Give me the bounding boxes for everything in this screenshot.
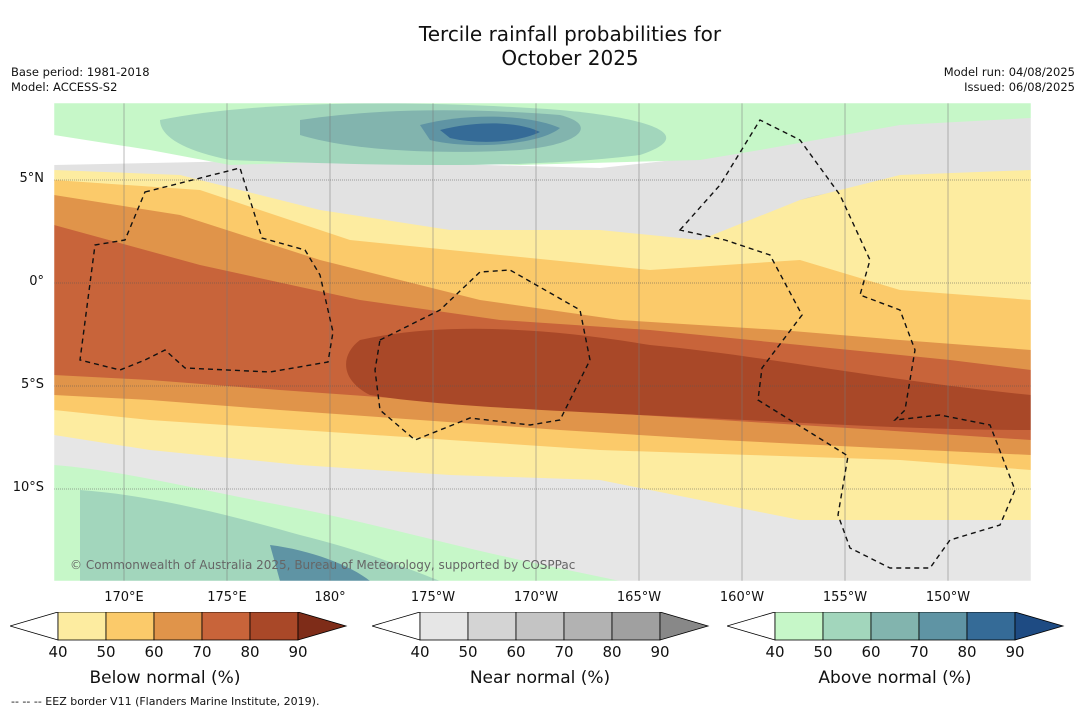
colorbar-segment <box>563 612 613 641</box>
colorbar-segment <box>966 612 1016 641</box>
colorbar-tick-label: 50 <box>813 643 833 661</box>
colorbar-tick-label: 90 <box>1005 643 1025 661</box>
colorbar-max-triangle <box>1014 612 1065 641</box>
title-line-1: Tercile rainfall probabilities for <box>418 22 722 46</box>
colorbar-tick-label: 80 <box>240 643 260 661</box>
lon-label: 180° <box>314 590 346 605</box>
colorbar-segment <box>153 612 203 641</box>
colorbar-tick-label: 70 <box>554 643 574 661</box>
colorbar-tick-label: 40 <box>48 643 68 661</box>
colorbar-segment <box>822 612 872 641</box>
meta-right: Model run: 04/08/2025 Issued: 06/08/2025 <box>944 65 1075 95</box>
colorbar-min-triangle <box>372 612 421 641</box>
colorbar-tick-label: 80 <box>602 643 622 661</box>
colorbar-tick-label: 90 <box>650 643 670 661</box>
colorbar-max-triangle <box>297 612 348 641</box>
colorbar-segment <box>467 612 517 641</box>
colorbar-max-triangle <box>659 612 710 641</box>
lon-label: 170°E <box>104 590 144 605</box>
lon-label: 160°W <box>719 590 765 605</box>
colorbar-below-normal <box>10 612 348 641</box>
colorbar-tick-label: 50 <box>458 643 478 661</box>
colorbar-tick-label: 70 <box>909 643 929 661</box>
colorbar-segment <box>611 612 661 641</box>
lat-label-5s: 5°S <box>20 377 44 392</box>
colorbar-min-triangle <box>10 612 59 641</box>
lon-label: 155°W <box>822 590 868 605</box>
colorbar-min-triangle <box>727 612 776 641</box>
colorbar-above-normal <box>727 612 1065 641</box>
colorbar-segment <box>918 612 968 641</box>
colorbar-tick-label: 80 <box>957 643 977 661</box>
lon-label: 150°W <box>925 590 971 605</box>
base-period: Base period: 1981-2018 <box>11 65 150 79</box>
colorbar-segment <box>419 612 469 641</box>
colorbar-segment <box>774 612 824 641</box>
lon-label: 175°W <box>410 590 456 605</box>
colorbar-segment <box>249 612 299 641</box>
copyright-note: © Commonwealth of Australia 2025, Bureau… <box>70 558 576 572</box>
colorbar-segment <box>201 612 251 641</box>
lon-label: 175°E <box>207 590 247 605</box>
colorbar-segment <box>57 612 107 641</box>
colorbar-label-above: Above normal (%) <box>818 668 972 688</box>
colorbar-near-normal <box>372 612 710 641</box>
colorbar-tick-label: 60 <box>506 643 526 661</box>
colorbar-tick-label: 40 <box>410 643 430 661</box>
colorbar-tick-label: 90 <box>288 643 308 661</box>
lat-label-10s: 10°S <box>12 480 44 495</box>
lon-label: 165°W <box>616 590 662 605</box>
model-name: Model: ACCESS-S2 <box>11 80 118 94</box>
colorbar-segment <box>105 612 155 641</box>
colorbar-tick-label: 60 <box>144 643 164 661</box>
lat-label-5n: 5°N <box>19 171 45 186</box>
model-run: Model run: 04/08/2025 <box>943 65 1075 79</box>
colorbar-tick-label: 60 <box>861 643 881 661</box>
meta-left: Base period: 1981-2018 Model: ACCESS-S2 <box>11 65 150 95</box>
colorbar-tick-label: 70 <box>192 643 212 661</box>
title-line-2: October 2025 <box>501 46 639 70</box>
lat-label-0: 0° <box>29 274 44 289</box>
map-title: Tercile rainfall probabilities for Octob… <box>0 22 1085 70</box>
colorbar-segment <box>870 612 920 641</box>
colorbar-label-below: Below normal (%) <box>89 668 241 688</box>
colorbar-label-near: Near normal (%) <box>469 668 611 688</box>
eez-footnote: -- -- -- EEZ border V11 (Flanders Marine… <box>11 695 320 708</box>
lon-label: 170°W <box>513 590 559 605</box>
colorbar-tick-label: 40 <box>765 643 785 661</box>
colorbar-tick-label: 50 <box>96 643 116 661</box>
colorbar-segment <box>515 612 565 641</box>
map-field <box>54 103 1031 581</box>
issued-date: Issued: 06/08/2025 <box>964 80 1075 94</box>
